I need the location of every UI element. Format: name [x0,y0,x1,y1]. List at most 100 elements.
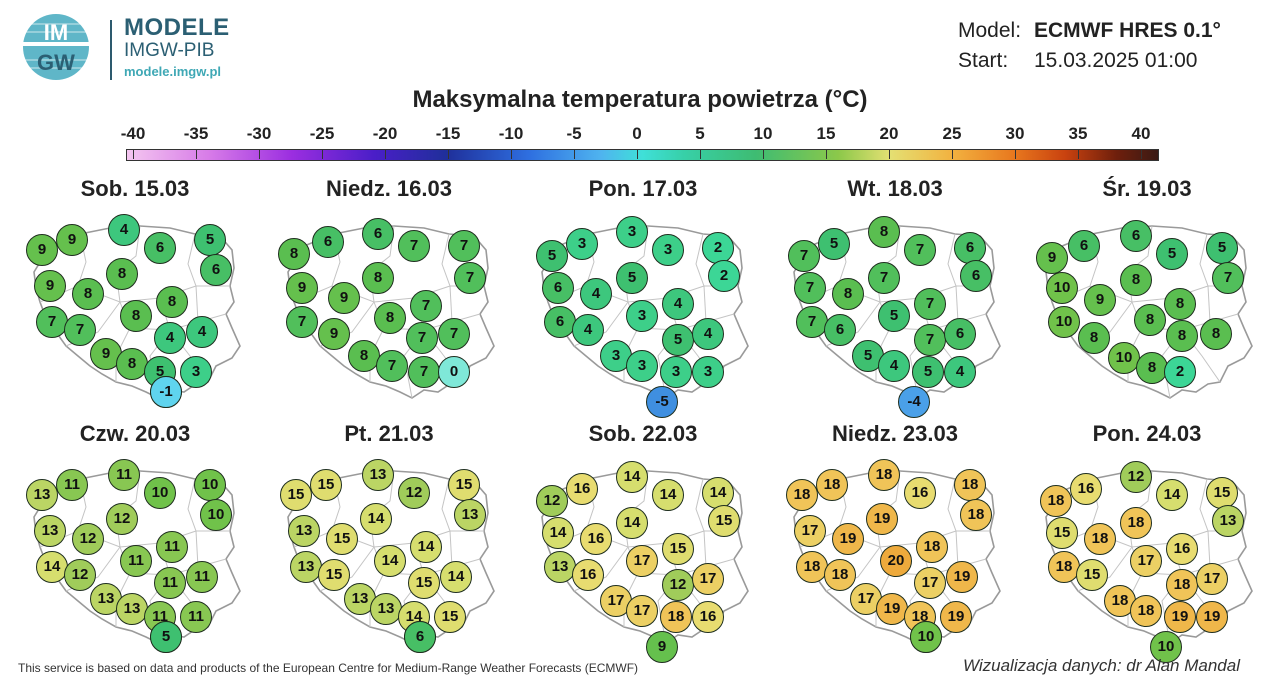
temperature-marker: 5 [536,240,568,272]
scale-tick-label: 20 [879,124,899,143]
temperature-marker: 16 [1070,473,1102,505]
scale-tick-label: 10 [753,124,773,143]
temperature-marker: 17 [626,545,658,577]
temperature-marker: 18 [868,459,900,491]
temperature-marker: 7 [376,350,408,382]
imgw-logo: IM GW MODELE IMGW-PIB modele.imgw.pl [18,12,258,82]
temperature-marker: 8 [120,300,152,332]
forecast-panel: Wt. 18.03 7 5 8 7 6 6 7 8 7 7 7 6 5 5 7 6 4 5 4 -4 [780,176,1020,418]
temperature-marker: 6 [1120,220,1152,252]
temperature-marker: 7 [788,240,820,272]
temperature-marker: 8 [106,258,138,290]
temperature-marker: 8 [278,238,310,270]
temperature-marker: 20 [880,545,912,577]
footer-attribution: This service is based on data and produc… [18,661,639,675]
forecast-panel: Czw. 20.03 13 11 11 10 10 10 13 12 12 11 14 12 11 13 11… [20,421,260,657]
temperature-marker: 13 [454,499,486,531]
temperature-marker: 18 [916,531,948,563]
temperature-marker: 16 [904,477,936,509]
temperature-marker: 3 [600,340,632,372]
temperature-marker: 13 [26,479,58,511]
scale-tick-mark [510,149,512,159]
forecast-panel: Śr. 19.03 9 6 6 5 5 7 10 9 8 8 10 8 8 10 8 8 8 2 [1032,176,1272,412]
temperature-marker: 4 [154,322,186,354]
scale-tick-mark [321,149,323,159]
temperature-marker: 5 [1156,238,1188,270]
temperature-marker: 3 [180,356,212,388]
scale-tick-mark [636,149,638,159]
scale-tick-mark [825,149,827,159]
temperature-marker: 7 [794,272,826,304]
temperature-marker: 14 [36,551,68,583]
logo-badge-top: IM [44,20,68,45]
temperature-marker: 15 [448,469,480,501]
scale-tick-label: -15 [435,124,461,143]
temperature-marker: 6 [312,226,344,258]
temperature-marker: 13 [290,551,322,583]
scale-tick-mark [447,149,449,159]
forecast-panel: Niedz. 16.03 8 6 6 7 7 7 9 9 8 7 7 9 8 8 7 7 7 7 0 [274,176,514,412]
temperature-marker: 7 [868,262,900,294]
temperature-marker: 9 [286,272,318,304]
region-border [441,478,484,532]
temperature-marker: 19 [876,593,908,625]
temperature-marker: 6 [544,306,576,338]
scale-tick-label: -10 [498,124,524,143]
temperature-marker: 11 [156,531,188,563]
temperature-marker: 15 [408,567,440,599]
footer-credit: Wizualizacja danych: dr Alan Mandal [962,656,1240,675]
temperature-marker: 3 [626,300,658,332]
temperature-marker: 9 [56,224,88,256]
scale-tick-label: -40 [120,124,146,143]
temperature-marker: 8 [1120,264,1152,296]
scale-tick-mark [1140,149,1142,159]
temperature-marker: 5 [662,324,694,356]
scale-tick-label: -25 [309,124,335,143]
temperature-marker: 14 [1156,479,1188,511]
scale-tick-mark [1077,149,1079,159]
temperature-marker: 8 [1078,322,1110,354]
temperature-marker: 14 [440,561,472,593]
scale-tick-mark [951,149,953,159]
temperature-marker: 19 [832,523,864,555]
panel-date: Pt. 21.03 [344,421,434,446]
temperature-marker: 10 [910,621,942,653]
temperature-marker: 8 [1134,304,1166,336]
temperature-marker: 17 [1130,545,1162,577]
scale-tick-mark [258,149,260,159]
temperature-marker: 6 [200,254,232,286]
temperature-marker: 13 [288,515,320,547]
model-info: Model: ECMWF HRES 0.1° Start: 15.03.2025 0… [958,16,1221,76]
temperature-marker: 15 [662,533,694,565]
temperature-marker: 11 [108,459,140,491]
temperature-marker: 3 [626,350,658,382]
temperature-marker: 7 [64,314,96,346]
temperature-marker: 8 [1136,352,1168,384]
panel-date: Pon. 17.03 [588,176,698,201]
temperature-marker: 7 [904,234,936,266]
region-border [187,478,230,532]
temperature-marker: 6 [362,218,394,250]
temperature-marker: 15 [310,469,342,501]
temperature-marker: 17 [794,515,826,547]
panel-date: Wt. 18.03 [847,176,943,201]
temperature-marker: 6 [144,232,176,264]
temperature-marker: 12 [1120,461,1152,493]
temperature-marker: 9 [1036,242,1068,274]
logo-url[interactable]: modele.imgw.pl [124,64,222,79]
temperature-marker: 16 [566,473,598,505]
temperature-marker: 12 [398,477,430,509]
temperature-marker: 17 [914,567,946,599]
temperature-marker: 9 [646,631,678,663]
temperature-marker: 5 [912,356,944,388]
temperature-marker: 14 [542,517,574,549]
model-value: ECMWF HRES 0.1° [1034,19,1221,42]
forecast-panel: Pon. 24.03 18 16 12 14 15 13 15 18 18 16 18 15 17 18 18… [1032,421,1272,663]
temperature-marker: 15 [326,523,358,555]
temperature-marker: 19 [940,601,972,633]
temperature-marker: 4 [108,214,140,246]
temperature-marker: 9 [318,318,350,350]
temperature-marker: 12 [64,559,96,591]
temperature-marker: 10 [200,499,232,531]
forecast-panel: Sob. 15.0399465698887789448532-1 [20,176,260,412]
